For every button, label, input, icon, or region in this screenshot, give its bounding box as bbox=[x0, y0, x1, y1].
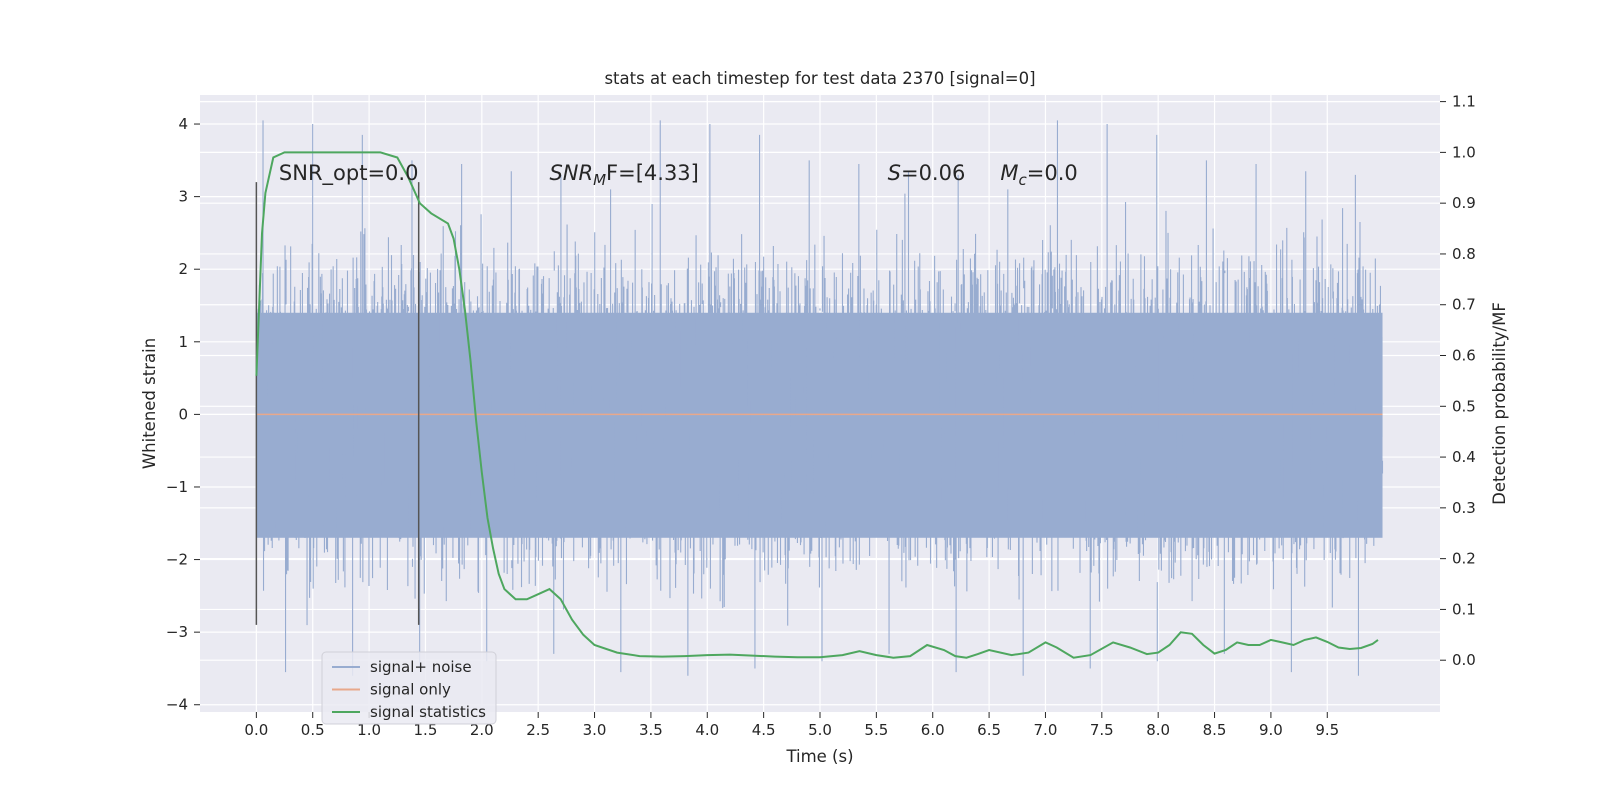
y2-tick-label: 1.0 bbox=[1452, 143, 1476, 161]
y2-tick-label: 0.9 bbox=[1452, 194, 1476, 212]
axes: stats at each timestep for test data 237… bbox=[140, 69, 1509, 766]
annotation-subscript: M bbox=[593, 171, 606, 189]
x-tick-label: 1.5 bbox=[414, 721, 438, 739]
legend-label: signal only bbox=[370, 681, 451, 699]
x-tick-label: 6.5 bbox=[977, 721, 1001, 739]
annotation: SNR_opt=0.0 bbox=[279, 161, 419, 186]
x-tick-label: 4.0 bbox=[695, 721, 719, 739]
annotation: S=0.06 bbox=[888, 161, 966, 185]
x-tick-label: 2.0 bbox=[470, 721, 494, 739]
annotation-symbol: SNR bbox=[549, 161, 593, 185]
y-tick-label: 1 bbox=[178, 333, 188, 351]
annotation-symbol: S bbox=[888, 161, 901, 185]
signal-statistics-line bbox=[255, 151, 1379, 659]
x-tick-label: 5.5 bbox=[864, 721, 888, 739]
x-tick-label: 8.0 bbox=[1146, 721, 1170, 739]
y2-tick-label: 0.4 bbox=[1452, 448, 1476, 466]
legend: signal+ noise signal only signal statistic… bbox=[321, 651, 497, 725]
y-tick-label: −3 bbox=[166, 623, 188, 641]
x-tick-label: 4.5 bbox=[752, 721, 776, 739]
y-tick-label: 0 bbox=[178, 405, 188, 423]
y-tick-label: 4 bbox=[178, 115, 188, 133]
annotation-subscript: c bbox=[1018, 171, 1027, 189]
y2-axis-label: Detection probability/MF bbox=[1490, 302, 1509, 505]
annotation: Mc=0.0 bbox=[1000, 161, 1077, 189]
y2-tick-label: 0.0 bbox=[1452, 651, 1476, 669]
annotations: SNR_opt=0.0 SNRMF=[4.33] S=0.06 Mc=0.0 bbox=[279, 161, 1078, 189]
y2-tick-label: 0.5 bbox=[1452, 397, 1476, 415]
vertical-markers bbox=[255, 182, 420, 625]
series-signal-noise bbox=[255, 120, 1384, 676]
y-tick-label: 2 bbox=[178, 260, 188, 278]
legend-box bbox=[321, 651, 497, 725]
x-tick-label: 2.5 bbox=[526, 721, 550, 739]
y2-tick-label: 0.7 bbox=[1452, 296, 1476, 314]
x-tick-label: 9.0 bbox=[1259, 721, 1283, 739]
x-axis-label: Time (s) bbox=[785, 747, 853, 766]
annotation-value: =0.06 bbox=[901, 161, 965, 185]
x-tick-label: 8.5 bbox=[1203, 721, 1227, 739]
chart-title: stats at each timestep for test data 237… bbox=[604, 69, 1035, 88]
y-axis-label: Whitened strain bbox=[140, 338, 159, 469]
y2-tick-label: 0.8 bbox=[1452, 245, 1476, 263]
x-tick-label: 0.0 bbox=[244, 721, 268, 739]
y-tick-label: −1 bbox=[166, 478, 188, 496]
x-tick-label: 7.5 bbox=[1090, 721, 1114, 739]
x-tick-label: 5.0 bbox=[808, 721, 832, 739]
y-tick-label: 3 bbox=[178, 188, 188, 206]
x-tick-label: 3.0 bbox=[583, 721, 607, 739]
x-tick-label: 1.0 bbox=[357, 721, 381, 739]
x-tick-label: 6.0 bbox=[921, 721, 945, 739]
y2-tick-label: 0.1 bbox=[1452, 600, 1476, 618]
y2-tick-label: 0.2 bbox=[1452, 550, 1476, 568]
y2-tick-label: 0.6 bbox=[1452, 347, 1476, 365]
x-tick-label: 0.5 bbox=[301, 721, 325, 739]
annotation: SNRMF=[4.33] bbox=[549, 161, 698, 189]
legend-label: signal+ noise bbox=[370, 658, 472, 676]
x-tick-label: 7.0 bbox=[1034, 721, 1058, 739]
y-tick-label: −2 bbox=[166, 551, 188, 569]
y-tick-label: −4 bbox=[166, 696, 188, 714]
series-signal-statistics bbox=[255, 151, 1379, 659]
legend-label: signal statistics bbox=[370, 703, 486, 721]
annotation-value: =0.0 bbox=[1027, 161, 1078, 185]
annotation-value: F=[4.33] bbox=[606, 161, 699, 185]
x-tick-label: 3.5 bbox=[639, 721, 663, 739]
y2-tick-label: 0.3 bbox=[1452, 499, 1476, 517]
y2-tick-label: 1.1 bbox=[1452, 93, 1476, 111]
annotation-symbol: M bbox=[1000, 161, 1018, 185]
x-tick-label: 9.5 bbox=[1315, 721, 1339, 739]
